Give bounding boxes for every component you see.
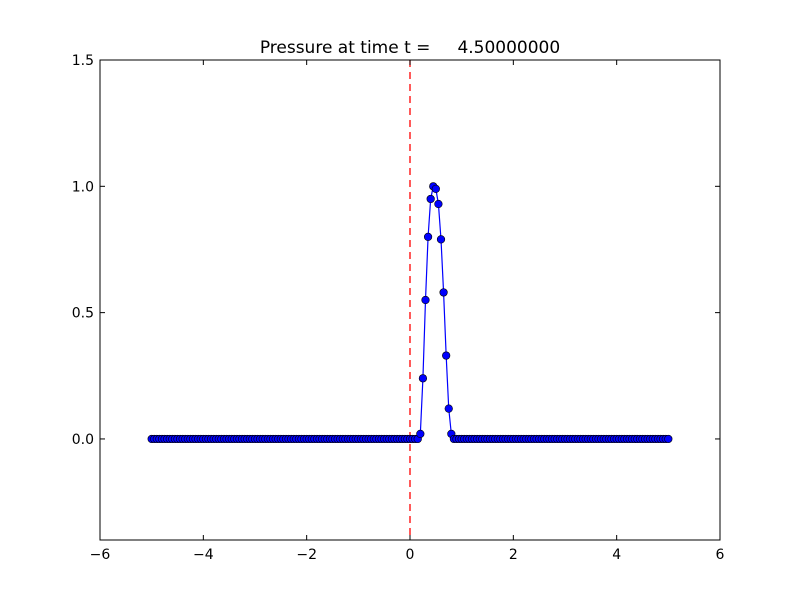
data-point [431, 184, 440, 193]
x-tick-label: −2 [296, 547, 317, 563]
axes-layer: −6 −4 −2 0 2 4 6 0.0 0.5 1.0 1.5 [72, 53, 725, 563]
x-tick-label: −4 [193, 547, 214, 563]
chart-title: Pressure at time t = 4.50000000 [260, 38, 560, 58]
x-tick-label: −6 [90, 547, 111, 563]
x-tick-label: 6 [716, 547, 725, 563]
data-point [426, 194, 435, 204]
data-point [416, 429, 425, 438]
data-point [436, 235, 446, 244]
data-point [418, 374, 428, 383]
y-tick-label: 0.0 [72, 432, 94, 448]
x-tick-label: 2 [509, 547, 518, 563]
data-point [423, 232, 433, 241]
data-point [444, 404, 453, 413]
y-tick-label: 1.5 [72, 53, 94, 69]
data-point [664, 434, 673, 444]
series-layer [147, 182, 673, 444]
x-tick-label: 4 [612, 547, 621, 563]
x-tick-label: 0 [406, 547, 415, 563]
data-point [439, 288, 448, 297]
data-point [442, 351, 451, 360]
y-tick-label: 1.0 [72, 179, 94, 195]
data-point [421, 295, 430, 305]
data-point [434, 199, 443, 209]
y-tick-label: 0.5 [72, 306, 94, 322]
